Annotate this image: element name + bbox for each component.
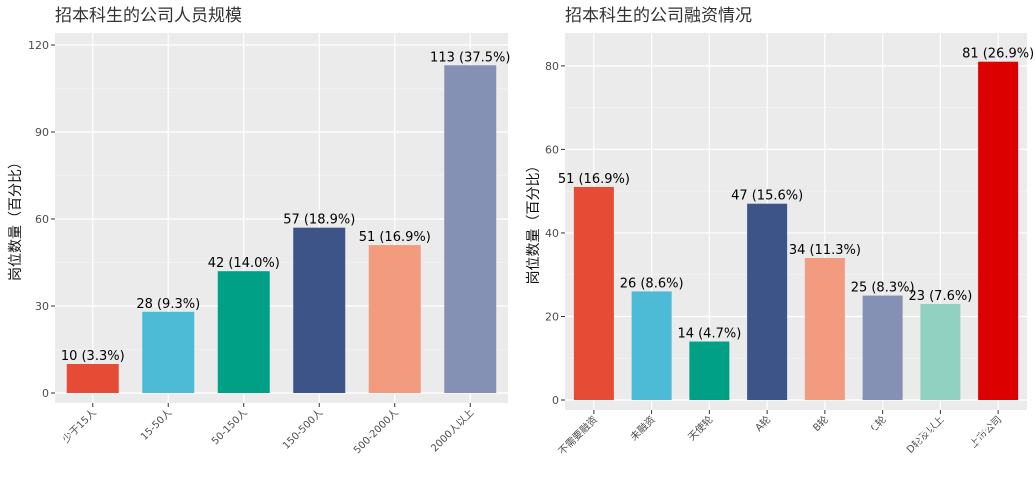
bar xyxy=(747,203,788,400)
x-tick-label: 15-50人 xyxy=(138,407,174,443)
y-tick-label: 30 xyxy=(35,300,49,313)
x-tick-label: 500-2000人 xyxy=(351,407,401,457)
x-tick-label: 150-500人 xyxy=(280,407,325,452)
bar xyxy=(978,61,1019,401)
x-tick-label: 天使轮 xyxy=(685,413,715,443)
data-label: 34 (11.3%) xyxy=(789,243,861,258)
y-tick-label: 90 xyxy=(35,126,49,139)
data-label: 42 (14.0%) xyxy=(208,256,280,271)
plot-panel xyxy=(55,33,508,403)
y-tick-label: 40 xyxy=(545,227,559,240)
data-label: 51 (16.9%) xyxy=(359,230,431,245)
bar xyxy=(217,271,270,393)
x-tick-label: 不需要融资 xyxy=(556,414,600,458)
x-tick-label: B轮 xyxy=(810,413,831,434)
y-tick-label: 60 xyxy=(545,143,559,156)
bar xyxy=(573,187,614,400)
data-label: 26 (8.6%) xyxy=(620,276,684,291)
bar xyxy=(862,295,903,400)
data-label: 28 (9.3%) xyxy=(136,297,200,312)
bar xyxy=(293,227,346,393)
bar xyxy=(66,364,119,393)
data-label: 14 (4.7%) xyxy=(677,327,741,342)
data-label: 57 (18.9%) xyxy=(283,213,355,228)
chart-1: 0 30 60 90 120 10 (3.3%) 少于15人 28 (9.3%) 15-50人 4… xyxy=(8,6,510,456)
data-label: 113 (37.5%) xyxy=(430,50,510,65)
data-label: 47 (15.6%) xyxy=(731,189,803,204)
y-tick-label: 0 xyxy=(42,387,49,400)
bar xyxy=(142,311,195,393)
data-label: 10 (3.3%) xyxy=(61,349,125,364)
x-tick-label: A轮 xyxy=(752,413,773,434)
x-tick-label: 50-150人 xyxy=(209,407,250,448)
watermark-text: 知乎 @雪松 xyxy=(852,420,990,450)
bar xyxy=(368,245,421,393)
chart-2: 0 20 40 60 80 51 (16.9%) 不需要融资 26 (8.6%) 未融资 14 (… xyxy=(526,6,1034,457)
chart-title: 招本科生的公司人员规模 xyxy=(55,6,242,26)
data-label: 81 (26.9%) xyxy=(962,47,1034,62)
data-label: 23 (7.6%) xyxy=(908,289,972,304)
bar xyxy=(444,65,497,394)
y-axis-label: 岗位数量（百分比） xyxy=(8,155,24,281)
x-tick-label: 未融资 xyxy=(628,414,658,444)
x-tick-label: 2000人以上 xyxy=(429,407,477,455)
bar xyxy=(689,341,730,400)
bar xyxy=(804,258,845,400)
y-axis-label: 岗位数量（百分比） xyxy=(526,159,542,285)
y-tick-label: 60 xyxy=(35,213,49,226)
bar xyxy=(920,303,961,400)
data-label: 25 (8.3%) xyxy=(851,281,915,296)
y-tick-label: 80 xyxy=(545,60,559,73)
chart-title: 招本科生的公司融资情况 xyxy=(565,6,752,26)
y-tick-label: 20 xyxy=(545,310,559,323)
y-tick-label: 120 xyxy=(28,39,49,52)
data-label: 51 (16.9%) xyxy=(558,172,630,187)
bar xyxy=(631,291,672,400)
y-tick-label: 0 xyxy=(552,394,559,407)
x-tick-label: 少于15人 xyxy=(60,407,99,446)
